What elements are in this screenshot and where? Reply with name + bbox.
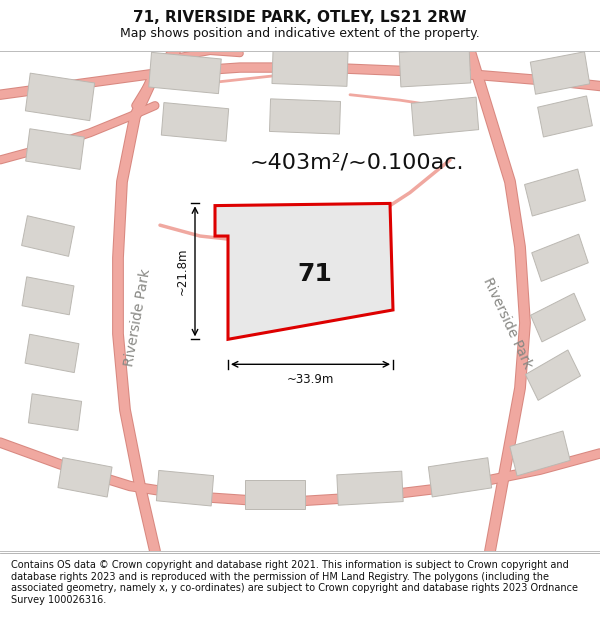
Polygon shape	[22, 277, 74, 315]
Polygon shape	[58, 458, 112, 497]
Polygon shape	[161, 102, 229, 141]
Polygon shape	[428, 458, 491, 497]
Polygon shape	[26, 129, 85, 169]
Text: Riverside Park: Riverside Park	[122, 268, 154, 368]
Polygon shape	[412, 97, 479, 136]
Polygon shape	[149, 52, 221, 94]
Polygon shape	[22, 216, 74, 256]
Text: ~403m²/~0.100ac.: ~403m²/~0.100ac.	[250, 152, 464, 172]
Polygon shape	[215, 203, 393, 339]
Text: 71: 71	[298, 262, 332, 286]
Polygon shape	[25, 334, 79, 372]
Text: Map shows position and indicative extent of the property.: Map shows position and indicative extent…	[120, 27, 480, 40]
Polygon shape	[532, 234, 588, 281]
Text: Contains OS data © Crown copyright and database right 2021. This information is : Contains OS data © Crown copyright and d…	[11, 560, 578, 605]
Polygon shape	[25, 73, 95, 121]
Polygon shape	[399, 48, 471, 87]
Polygon shape	[272, 49, 348, 86]
Text: 71, RIVERSIDE PARK, OTLEY, LS21 2RW: 71, RIVERSIDE PARK, OTLEY, LS21 2RW	[133, 10, 467, 25]
Polygon shape	[526, 350, 581, 401]
Text: ~21.8m: ~21.8m	[176, 248, 189, 295]
Polygon shape	[269, 99, 341, 134]
Polygon shape	[245, 480, 305, 509]
Text: Riverside Park: Riverside Park	[481, 275, 535, 371]
Polygon shape	[524, 169, 586, 216]
Polygon shape	[510, 431, 570, 476]
Text: ~33.9m: ~33.9m	[287, 373, 334, 386]
Polygon shape	[337, 471, 403, 505]
Polygon shape	[538, 96, 592, 137]
Polygon shape	[530, 293, 586, 342]
Polygon shape	[530, 52, 590, 94]
Polygon shape	[157, 471, 214, 506]
Polygon shape	[28, 394, 82, 431]
